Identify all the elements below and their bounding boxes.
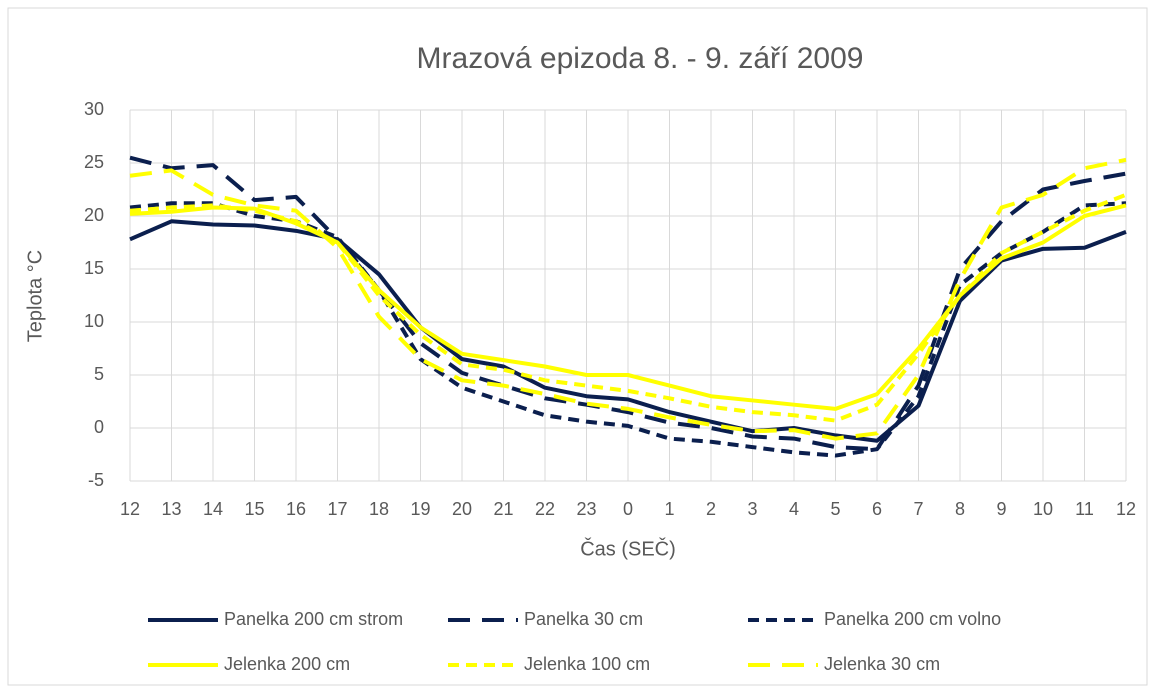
x-tick-label: 21 <box>493 499 513 519</box>
x-tick-label: 6 <box>872 499 882 519</box>
x-tick-label: 1 <box>664 499 674 519</box>
legend-label: Jelenka 100 cm <box>524 654 650 674</box>
x-tick-label: 17 <box>327 499 347 519</box>
x-tick-label: 19 <box>410 499 430 519</box>
series-line <box>129 219 1127 443</box>
x-tick-label: 11 <box>1075 499 1094 519</box>
y-tick-label: 20 <box>84 205 104 225</box>
series-line <box>129 157 1127 441</box>
x-tick-label: 3 <box>747 499 757 519</box>
y-tick-label: -5 <box>88 470 104 490</box>
x-tick-label: 23 <box>576 499 596 519</box>
legend-label: Jelenka 30 cm <box>824 654 940 674</box>
y-tick-label: 15 <box>84 258 104 278</box>
y-tick-label: 10 <box>84 311 104 331</box>
x-tick-label: 15 <box>244 499 264 519</box>
x-axis-title: Čas (SEČ) <box>580 537 676 560</box>
x-tick-label: 13 <box>161 499 181 519</box>
x-tick-label: 5 <box>830 499 840 519</box>
legend-label: Panelka 200 cm strom <box>224 609 403 629</box>
x-tick-label: 16 <box>286 499 306 519</box>
series-line <box>129 155 1127 452</box>
x-tick-label: 0 <box>623 499 633 519</box>
x-tick-label: 14 <box>203 499 223 519</box>
x-tick-label: 9 <box>996 499 1006 519</box>
x-tick-label: 7 <box>913 499 923 519</box>
chart-title: Mrazová epizoda 8. - 9. září 2009 <box>417 42 864 75</box>
chart-border <box>7 7 1148 686</box>
x-tick-label: 12 <box>1116 499 1136 519</box>
x-tick-label: 4 <box>789 499 799 519</box>
legend-label: Panelka 200 cm volno <box>824 609 1001 629</box>
legend-label: Panelka 30 cm <box>524 609 643 629</box>
x-tick-label: 18 <box>369 499 389 519</box>
x-tick-label: 8 <box>955 499 965 519</box>
y-tick-label: 30 <box>84 99 104 119</box>
x-tick-label: 12 <box>120 499 140 519</box>
x-tick-label: 22 <box>535 499 555 519</box>
legend-label: Jelenka 200 cm <box>224 654 350 674</box>
y-tick-label: 5 <box>94 364 104 384</box>
y-tick-label: 0 <box>94 417 104 437</box>
y-axis-title: Teplota °C <box>24 250 46 343</box>
x-tick-label: 20 <box>452 499 472 519</box>
series-line <box>129 192 1127 423</box>
y-tick-label: 25 <box>84 152 104 172</box>
x-tick-label: 10 <box>1033 499 1053 519</box>
x-tick-label: 2 <box>706 499 716 519</box>
